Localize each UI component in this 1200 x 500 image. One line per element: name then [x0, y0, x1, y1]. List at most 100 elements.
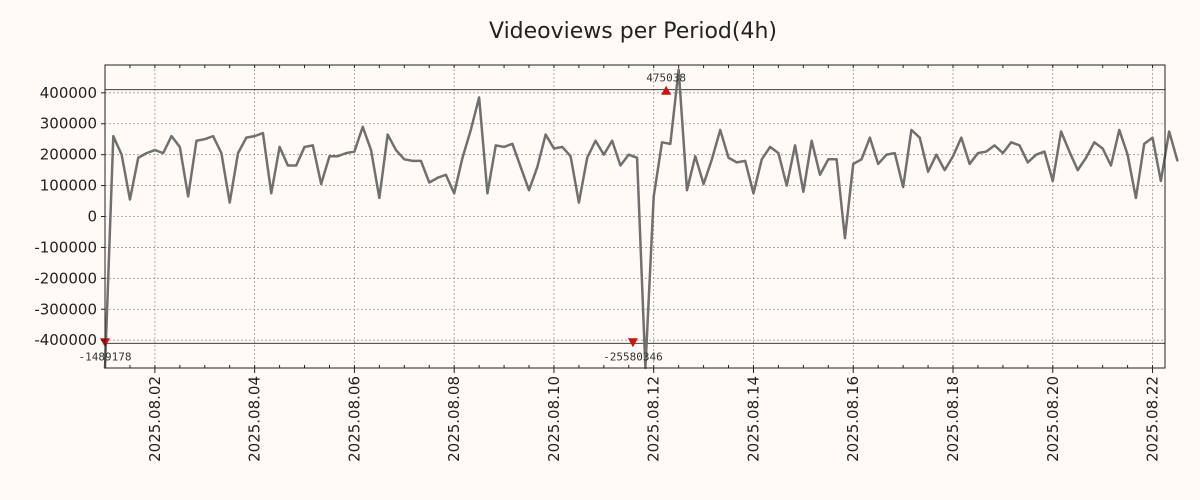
data-point — [902, 186, 905, 189]
data-point — [287, 164, 289, 167]
data-point — [378, 197, 381, 199]
data-point — [353, 150, 356, 153]
data-point — [328, 155, 331, 158]
data-point — [212, 135, 214, 138]
data-point — [336, 155, 339, 158]
data-point — [195, 139, 198, 142]
data-point — [345, 152, 347, 155]
data-point — [162, 152, 165, 155]
data-point — [1068, 150, 1071, 153]
data-point — [1159, 180, 1162, 182]
data-point — [927, 170, 929, 173]
x-tick-label: 2025.08.04 — [246, 376, 264, 462]
annotation-marker-down — [627, 338, 638, 348]
data-point — [619, 164, 622, 167]
data-point — [1043, 150, 1046, 153]
data-point — [661, 141, 663, 144]
data-point — [935, 153, 938, 156]
data-point — [1101, 147, 1104, 150]
y-tick-label: 300000 — [40, 115, 97, 133]
data-point — [827, 158, 830, 161]
data-point — [486, 192, 489, 195]
x-tick-label: 2025.08.20 — [1044, 376, 1062, 462]
data-point — [553, 147, 555, 150]
data-point — [420, 159, 422, 162]
data-point — [627, 153, 630, 156]
data-point — [785, 184, 788, 187]
data-point — [403, 158, 406, 161]
data-point — [370, 149, 372, 151]
data-point — [1085, 156, 1087, 159]
data-point — [145, 152, 148, 155]
data-point — [669, 142, 672, 145]
data-point — [411, 159, 414, 162]
y-tick-label: -100000 — [34, 238, 97, 256]
data-point — [228, 201, 231, 204]
data-point — [395, 149, 397, 151]
data-point — [503, 146, 505, 148]
data-point — [1168, 130, 1171, 133]
x-axis: 2025.08.02 2025.08.04 2025.08.06 2025.08.08… — [104, 65, 1162, 462]
data-point — [278, 146, 281, 148]
data-point — [744, 159, 747, 162]
x-tick-label: 2025.08.02 — [146, 376, 164, 462]
data-point — [636, 156, 638, 159]
data-point — [794, 144, 796, 147]
data-point — [1110, 164, 1112, 167]
data-point — [1093, 141, 1096, 144]
data-point — [170, 135, 173, 138]
data-point — [137, 156, 140, 159]
data-point — [561, 146, 564, 148]
data-point — [203, 138, 206, 141]
data-point — [1143, 142, 1146, 145]
data-point — [652, 195, 655, 198]
data-point — [237, 152, 239, 155]
data-point — [1076, 169, 1079, 172]
y-tick-label: -400000 — [34, 331, 97, 349]
data-point — [320, 183, 323, 185]
data-point — [893, 152, 896, 155]
x-tick-label: 2025.08.16 — [844, 376, 862, 462]
series-line — [103, 68, 1179, 370]
data-point — [819, 173, 821, 176]
data-point — [187, 195, 190, 198]
data-point — [860, 158, 863, 161]
data-point — [602, 153, 605, 156]
data-point — [295, 164, 298, 167]
data-point — [719, 129, 722, 131]
data-point — [943, 169, 946, 172]
data-point — [877, 163, 880, 165]
data-point — [727, 156, 730, 159]
data-point — [611, 139, 614, 142]
annotation-marker-up — [661, 85, 672, 95]
data-point — [1051, 180, 1054, 182]
data-point — [810, 139, 813, 142]
data-point — [835, 158, 838, 161]
data-point — [544, 133, 547, 136]
y-axis: -400000 -300000 -200000 -100000 0 100000 20000… — [34, 84, 105, 349]
y-tick-label: 400000 — [40, 84, 97, 102]
data-point — [1010, 141, 1013, 144]
data-point — [735, 161, 738, 164]
data-point — [968, 163, 971, 165]
series-layer — [103, 68, 1179, 370]
x-tick-label: 2025.08.06 — [345, 376, 363, 462]
x-tick-label: 2025.08.22 — [1144, 376, 1162, 462]
data-point — [844, 237, 846, 240]
data-point — [594, 139, 597, 142]
data-point — [1060, 130, 1062, 133]
data-point — [245, 136, 248, 139]
data-point — [1018, 144, 1021, 147]
data-point — [469, 129, 472, 131]
data-point — [918, 136, 921, 139]
data-point — [569, 155, 572, 158]
data-point — [952, 155, 954, 158]
data-point — [361, 125, 364, 128]
data-point — [1118, 129, 1121, 131]
data-point — [436, 176, 439, 179]
data-point — [262, 132, 264, 134]
data-point — [960, 136, 963, 139]
data-point — [769, 146, 771, 148]
